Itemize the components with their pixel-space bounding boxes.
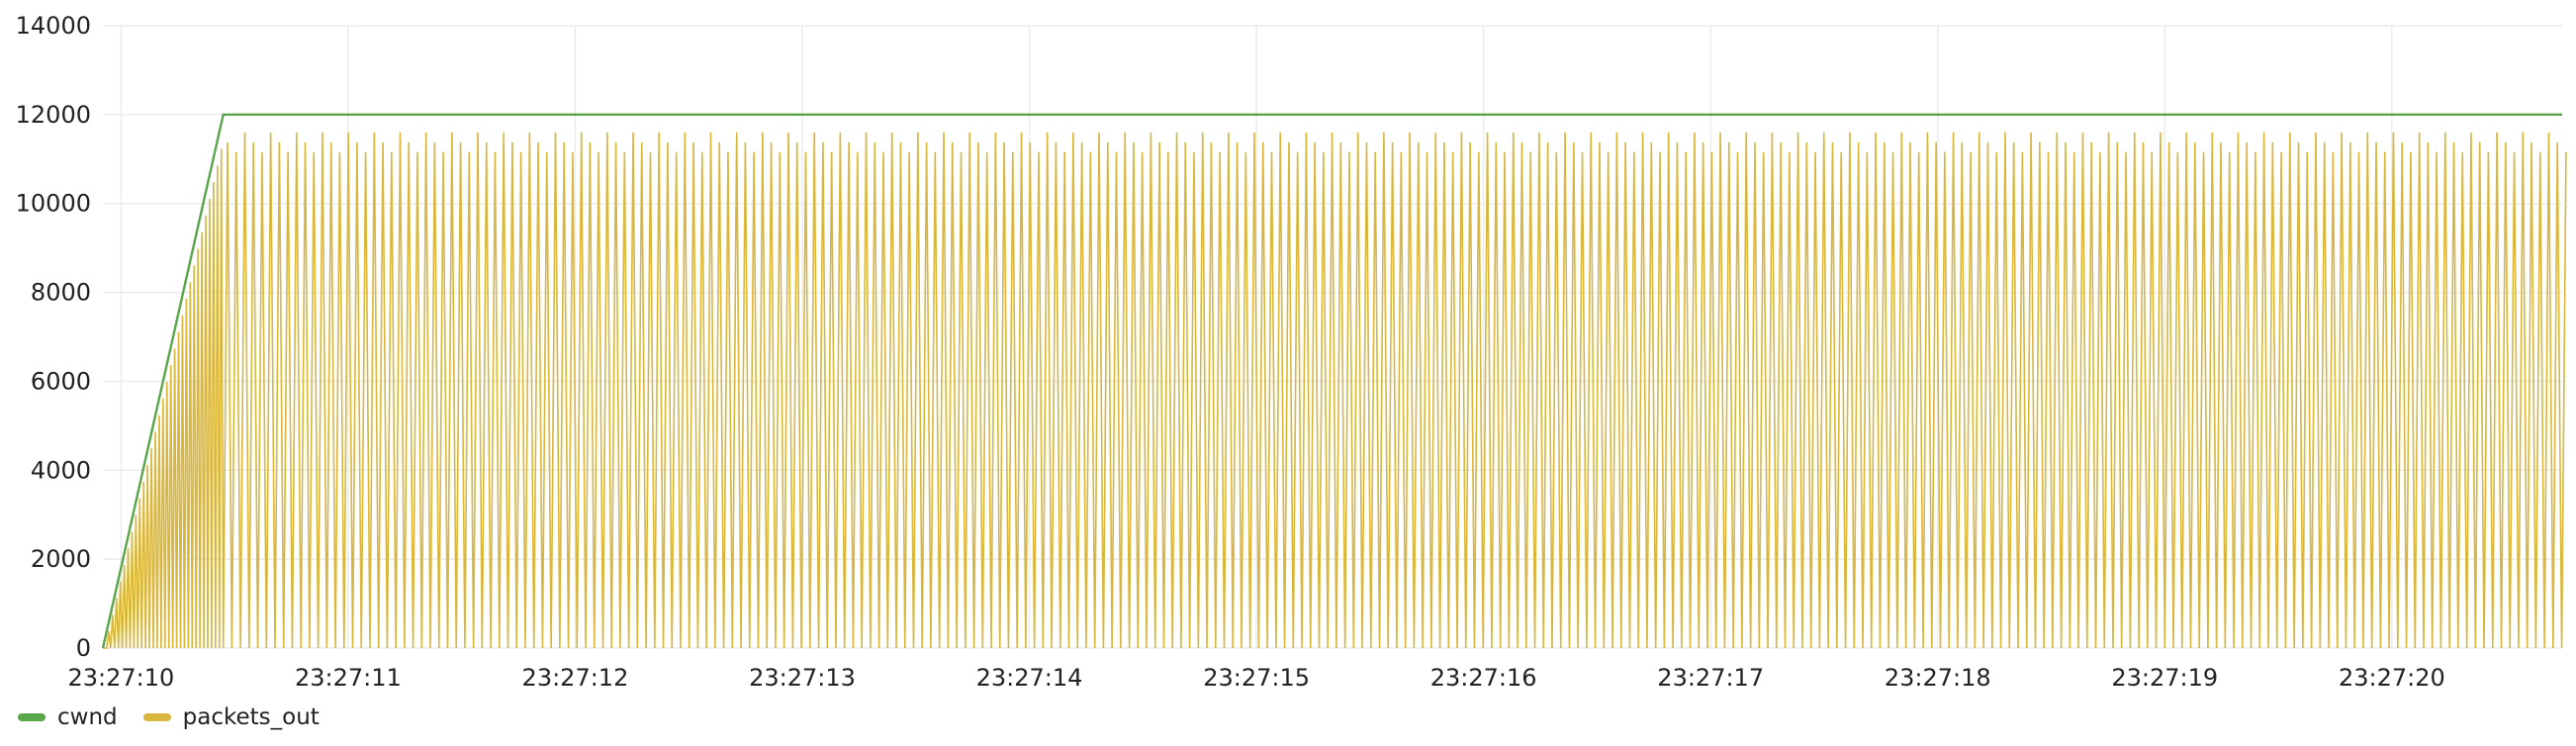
y-tick-label: 10000 bbox=[16, 190, 91, 218]
y-tick-label: 2000 bbox=[31, 545, 91, 573]
series-lines bbox=[101, 113, 2567, 649]
legend-swatch-packets-out bbox=[142, 713, 171, 721]
x-tick-label: 23:27:11 bbox=[295, 664, 402, 692]
x-tick-label: 23:27:18 bbox=[1885, 664, 1991, 692]
legend-label-cwnd: cwnd bbox=[57, 704, 118, 730]
x-tick-label: 23:27:17 bbox=[1657, 664, 1764, 692]
x-tick-label: 23:27:20 bbox=[2339, 664, 2445, 692]
y-tick-label: 4000 bbox=[31, 456, 91, 484]
legend-item-packets-out[interactable]: packets_out bbox=[142, 704, 320, 730]
series-line-cwnd bbox=[101, 113, 2562, 649]
x-tick-label: 23:27:13 bbox=[749, 664, 856, 692]
series-line-packets-out bbox=[103, 132, 2567, 649]
line-chart: 0 2000 4000 6000 8000 10000 12000 14000 23:27:10… bbox=[16, 12, 2567, 692]
x-tick-label: 23:27:15 bbox=[1203, 664, 1310, 692]
legend: cwnd packets_out bbox=[18, 704, 320, 730]
x-tick-label: 23:27:16 bbox=[1430, 664, 1537, 692]
y-tick-label: 0 bbox=[76, 634, 91, 662]
axes: 0 2000 4000 6000 8000 10000 12000 14000 23:27:10… bbox=[16, 12, 2445, 692]
x-tick-label: 23:27:12 bbox=[522, 664, 629, 692]
x-tick-label: 23:27:19 bbox=[2111, 664, 2218, 692]
y-tick-label: 12000 bbox=[16, 101, 91, 129]
y-tick-label: 6000 bbox=[31, 367, 91, 395]
y-tick-label: 8000 bbox=[31, 279, 91, 307]
x-tick-label: 23:27:14 bbox=[976, 664, 1083, 692]
x-tick-label: 23:27:10 bbox=[67, 664, 174, 692]
y-tick-label: 14000 bbox=[16, 12, 91, 40]
legend-item-cwnd[interactable]: cwnd bbox=[18, 704, 118, 730]
legend-label-packets-out: packets_out bbox=[182, 704, 320, 730]
legend-swatch-cwnd bbox=[18, 713, 46, 721]
